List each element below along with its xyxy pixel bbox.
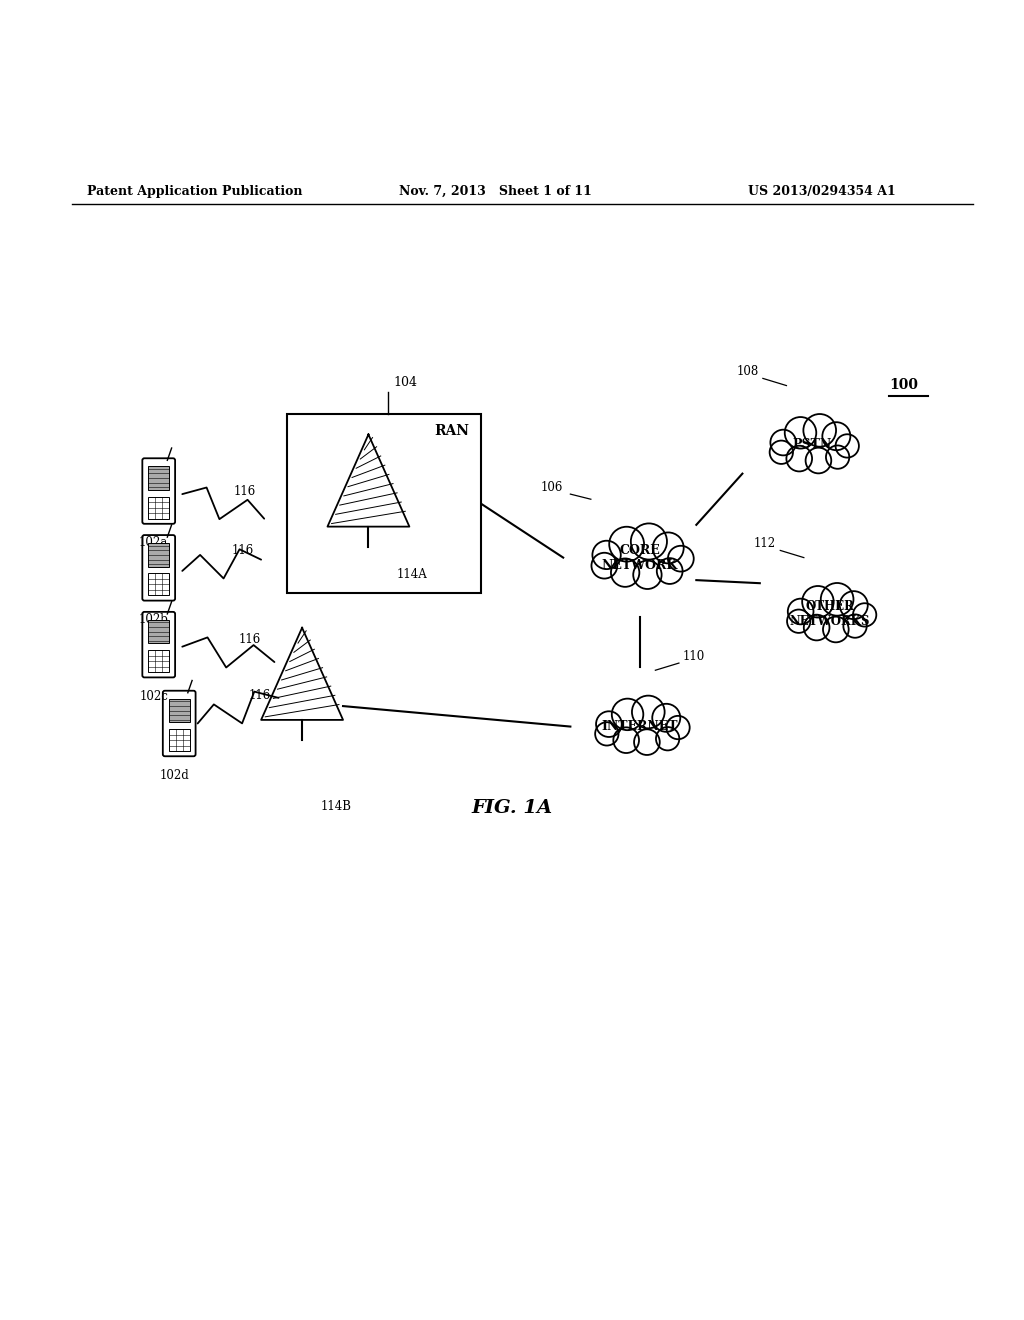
FancyBboxPatch shape xyxy=(142,535,175,601)
Circle shape xyxy=(821,583,853,615)
Circle shape xyxy=(611,698,643,730)
Circle shape xyxy=(804,615,829,640)
Text: INTERNET: INTERNET xyxy=(602,721,678,733)
Bar xyxy=(148,544,169,566)
Circle shape xyxy=(593,541,621,569)
Circle shape xyxy=(656,558,683,583)
Text: 100: 100 xyxy=(889,378,918,392)
Text: CORE
NETWORK: CORE NETWORK xyxy=(602,544,678,572)
Bar xyxy=(148,496,169,519)
Ellipse shape xyxy=(565,517,715,598)
Circle shape xyxy=(822,422,850,450)
FancyBboxPatch shape xyxy=(287,414,481,594)
Text: 114A: 114A xyxy=(397,568,428,581)
Circle shape xyxy=(596,711,622,737)
Circle shape xyxy=(784,417,816,449)
Text: 116: 116 xyxy=(239,634,261,647)
Circle shape xyxy=(806,447,831,474)
Circle shape xyxy=(786,446,812,471)
Circle shape xyxy=(668,545,693,572)
Text: 116: 116 xyxy=(233,486,256,498)
Bar xyxy=(148,651,169,672)
Text: FIG. 1A: FIG. 1A xyxy=(471,800,553,817)
Circle shape xyxy=(844,614,866,638)
Circle shape xyxy=(652,532,684,564)
Text: 104: 104 xyxy=(393,376,417,388)
Text: 102c: 102c xyxy=(139,689,168,702)
Text: 116: 116 xyxy=(231,544,254,557)
Polygon shape xyxy=(261,628,343,719)
Text: 116: 116 xyxy=(249,689,270,702)
Text: 110: 110 xyxy=(683,649,706,663)
Circle shape xyxy=(787,610,810,632)
Text: 114B: 114B xyxy=(321,800,351,813)
Bar xyxy=(169,698,189,722)
Text: OTHER
NETWORKS: OTHER NETWORKS xyxy=(790,599,869,628)
Text: 102a: 102a xyxy=(139,536,168,549)
Circle shape xyxy=(667,715,690,739)
Circle shape xyxy=(836,434,859,458)
Bar xyxy=(148,573,169,595)
Text: PSTN: PSTN xyxy=(793,438,831,451)
Circle shape xyxy=(770,430,796,455)
Text: US 2013/0294354 A1: US 2013/0294354 A1 xyxy=(748,185,895,198)
Circle shape xyxy=(631,524,667,560)
Circle shape xyxy=(840,591,867,619)
Ellipse shape xyxy=(748,408,877,482)
Circle shape xyxy=(853,603,877,627)
FancyBboxPatch shape xyxy=(142,458,175,524)
Bar xyxy=(148,466,169,490)
Text: RAN: RAN xyxy=(434,425,469,438)
Circle shape xyxy=(634,729,659,755)
Circle shape xyxy=(633,561,662,589)
Circle shape xyxy=(823,616,849,643)
Polygon shape xyxy=(328,434,410,527)
FancyBboxPatch shape xyxy=(163,690,196,756)
Text: 106: 106 xyxy=(541,480,563,494)
Text: Patent Application Publication: Patent Application Publication xyxy=(87,185,302,198)
Circle shape xyxy=(613,727,639,752)
Circle shape xyxy=(770,441,793,463)
Circle shape xyxy=(804,414,836,446)
Circle shape xyxy=(609,527,644,561)
Circle shape xyxy=(595,722,618,746)
Text: Nov. 7, 2013   Sheet 1 of 11: Nov. 7, 2013 Sheet 1 of 11 xyxy=(399,185,592,198)
Bar xyxy=(148,620,169,643)
Ellipse shape xyxy=(766,577,893,651)
Text: 102b: 102b xyxy=(138,612,169,626)
Text: 102d: 102d xyxy=(159,768,189,781)
Text: 108: 108 xyxy=(736,366,759,379)
Text: 112: 112 xyxy=(754,537,776,550)
Circle shape xyxy=(656,727,679,750)
Circle shape xyxy=(652,704,680,731)
Circle shape xyxy=(826,445,849,469)
Circle shape xyxy=(592,553,617,578)
Bar xyxy=(169,729,189,751)
FancyBboxPatch shape xyxy=(142,612,175,677)
Circle shape xyxy=(611,558,639,587)
Circle shape xyxy=(632,696,665,729)
Circle shape xyxy=(802,586,834,618)
Ellipse shape xyxy=(571,690,709,763)
Circle shape xyxy=(787,599,813,624)
